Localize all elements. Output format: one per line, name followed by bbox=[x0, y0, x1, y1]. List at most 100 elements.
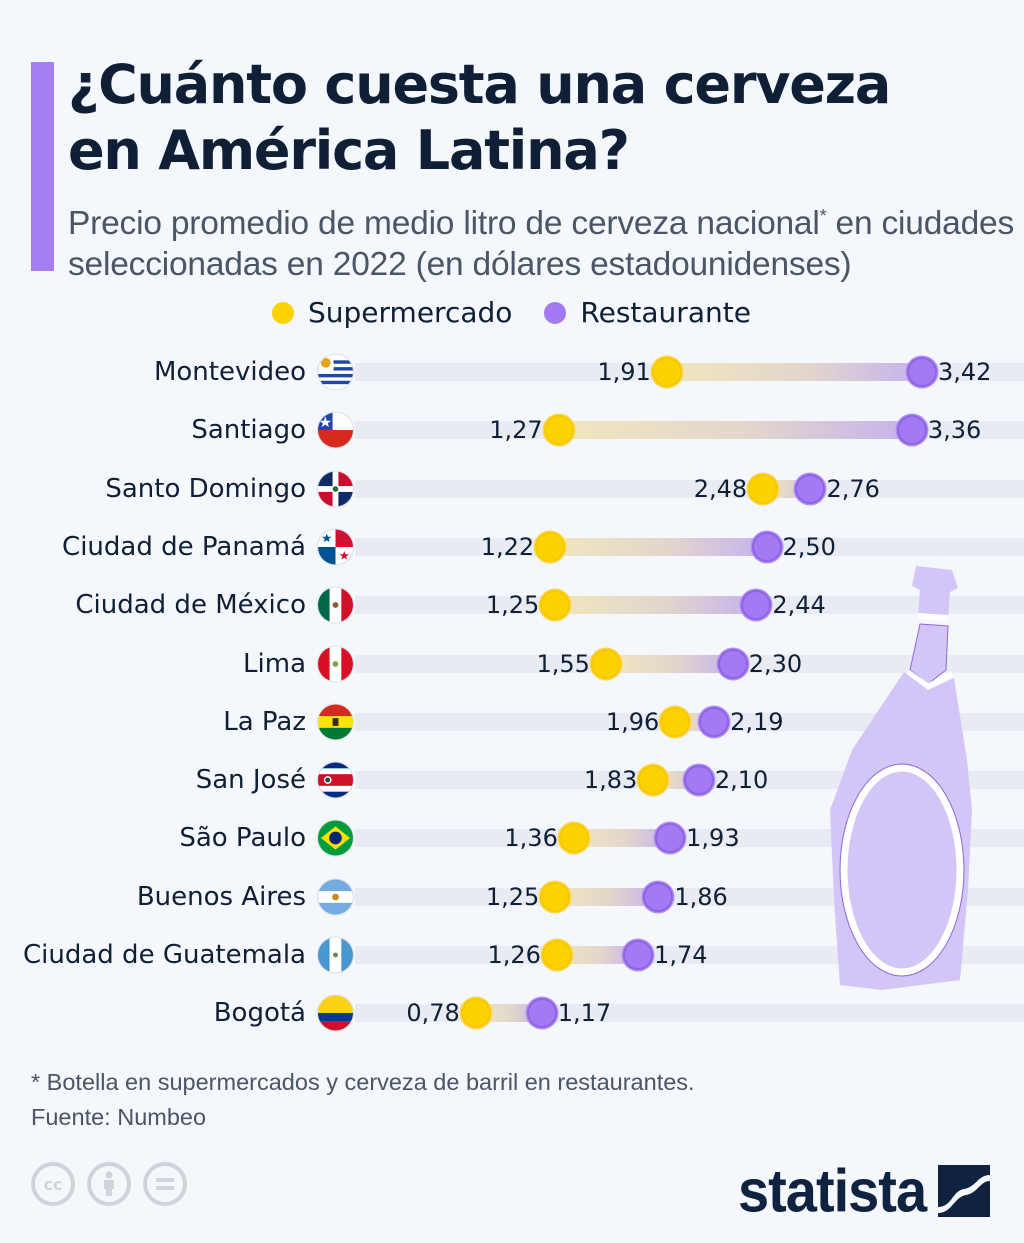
city-label: San José bbox=[195, 765, 306, 796]
restaurante-point bbox=[896, 415, 927, 446]
legend-swatch-restaurante bbox=[544, 301, 567, 324]
supermercado-value-label: 1,96 bbox=[605, 707, 660, 736]
supermercado-point bbox=[558, 823, 589, 854]
city-label: Santo Domingo bbox=[105, 473, 306, 504]
license-icons: cc bbox=[31, 1162, 199, 1206]
no-derivatives-icon[interactable] bbox=[143, 1162, 187, 1206]
city-label: Bogotá bbox=[213, 998, 306, 1029]
restaurante-point bbox=[795, 473, 826, 504]
chart-subtitle: Precio promedio de medio litro de cervez… bbox=[68, 196, 1018, 285]
supermercado-point bbox=[460, 998, 491, 1029]
supermercado-value-label: 1,25 bbox=[485, 591, 540, 620]
argentina-flag-icon bbox=[318, 879, 353, 915]
city-label: Lima bbox=[243, 648, 306, 679]
restaurante-point bbox=[751, 531, 782, 562]
cc-text: cc bbox=[43, 1174, 63, 1194]
supermercado-point bbox=[535, 531, 566, 562]
price-range-bar bbox=[555, 887, 659, 906]
person-glyph bbox=[104, 1171, 114, 1196]
city-label: Ciudad de Guatemala bbox=[23, 940, 306, 970]
restaurante-point bbox=[699, 706, 730, 737]
legend-label-supermercado: Supermercado bbox=[308, 296, 513, 329]
city-label: São Paulo bbox=[179, 823, 306, 854]
supermercado-value-label: 1,22 bbox=[480, 532, 535, 561]
supermercado-value-label: 1,36 bbox=[504, 824, 558, 853]
city-label: La Paz bbox=[223, 706, 306, 737]
restaurante-point bbox=[623, 940, 654, 970]
statista-wordmark: statista bbox=[738, 1156, 927, 1225]
restaurante-value-label: 1,74 bbox=[654, 941, 708, 969]
row-track bbox=[355, 479, 1024, 498]
price-range-bar bbox=[573, 829, 671, 848]
costa-rica-flag-icon bbox=[318, 762, 353, 798]
cc-icon[interactable]: cc bbox=[31, 1162, 75, 1206]
statista-mark-icon bbox=[938, 1164, 991, 1217]
restaurante-value-label: 1,93 bbox=[686, 824, 740, 853]
restaurante-point bbox=[906, 357, 937, 387]
restaurante-value-label: 2,44 bbox=[772, 591, 826, 620]
supermercado-point bbox=[638, 765, 669, 796]
supermercado-value-label: 1,91 bbox=[597, 358, 651, 386]
price-range-bar bbox=[556, 946, 639, 964]
restaurante-value-label: 2,50 bbox=[782, 532, 836, 561]
supermercado-point bbox=[540, 590, 571, 621]
supermercado-point bbox=[660, 706, 691, 737]
panama-flag-icon bbox=[318, 529, 353, 565]
price-range-bar bbox=[558, 421, 912, 440]
chile-flag-icon bbox=[318, 412, 353, 448]
restaurante-value-label: 3,42 bbox=[937, 358, 992, 386]
statista-logo[interactable]: statista bbox=[738, 1156, 991, 1225]
supermercado-point bbox=[543, 415, 574, 446]
city-label: Ciudad de México bbox=[75, 590, 306, 621]
equals-glyph bbox=[156, 1178, 174, 1190]
bolivia-flag-icon bbox=[318, 704, 353, 740]
city-label: Buenos Aires bbox=[136, 881, 306, 912]
supermercado-value-label: 1,25 bbox=[485, 882, 540, 911]
subtitle-text-1: Precio promedio de medio litro de cervez… bbox=[68, 205, 820, 242]
restaurante-value-label: 2,10 bbox=[714, 766, 769, 795]
footnote-source: Fuente: Numbeo bbox=[31, 1104, 207, 1130]
peru-flag-icon bbox=[318, 646, 353, 681]
restaurante-point bbox=[643, 881, 674, 912]
legend-item-restaurante: Restaurante bbox=[544, 296, 751, 329]
subtitle-text-2: en ciudades seleccionadas en 2022 (en dó… bbox=[68, 205, 1014, 283]
restaurante-point bbox=[526, 998, 557, 1029]
supermercado-point bbox=[651, 357, 682, 387]
legend-item-supermercado: Supermercado bbox=[272, 296, 512, 329]
guatemala-flag-icon bbox=[318, 937, 353, 973]
supermercado-value-label: 0,78 bbox=[406, 999, 460, 1028]
chart-title: ¿Cuánto cuesta una cerveza en América La… bbox=[68, 53, 891, 182]
restaurante-value-label: 1,17 bbox=[557, 999, 612, 1028]
restaurante-point bbox=[741, 590, 772, 621]
price-range-bar bbox=[555, 596, 757, 615]
price-range-bar bbox=[475, 1004, 542, 1023]
price-range-bar bbox=[605, 654, 733, 673]
restaurante-value-label: 1,86 bbox=[674, 882, 728, 911]
restaurante-value-label: 3,36 bbox=[927, 416, 982, 445]
legend-label-restaurante: Restaurante bbox=[580, 296, 751, 329]
subtitle-asterisk: * bbox=[819, 206, 827, 226]
supermercado-value-label: 2,48 bbox=[693, 474, 748, 503]
colombia-flag-icon bbox=[318, 995, 353, 1031]
dominican-republic-flag-icon bbox=[318, 471, 353, 507]
city-label: Montevideo bbox=[153, 357, 306, 387]
restaurante-point bbox=[655, 823, 686, 854]
supermercado-point bbox=[541, 940, 572, 970]
supermercado-point bbox=[748, 473, 779, 504]
restaurante-value-label: 2,76 bbox=[826, 474, 880, 503]
legend: Supermercado Restaurante bbox=[272, 296, 783, 329]
city-label: Ciudad de Panamá bbox=[62, 531, 306, 562]
brazil-flag-icon bbox=[318, 820, 353, 856]
supermercado-point bbox=[590, 648, 621, 679]
restaurante-value-label: 2,19 bbox=[730, 707, 784, 736]
supermercado-value-label: 1,27 bbox=[489, 416, 543, 445]
restaurante-point bbox=[683, 765, 714, 796]
city-label: Santiago bbox=[191, 415, 306, 446]
attribution-icon[interactable] bbox=[87, 1162, 131, 1206]
mexico-flag-icon bbox=[318, 587, 353, 623]
beer-bottle-illustration bbox=[830, 566, 972, 990]
footnote: * Botella en supermercados y cerveza de … bbox=[31, 1065, 695, 1135]
price-range-bar bbox=[550, 537, 767, 556]
supermercado-value-label: 1,55 bbox=[536, 649, 590, 678]
price-range-bar bbox=[666, 363, 922, 381]
